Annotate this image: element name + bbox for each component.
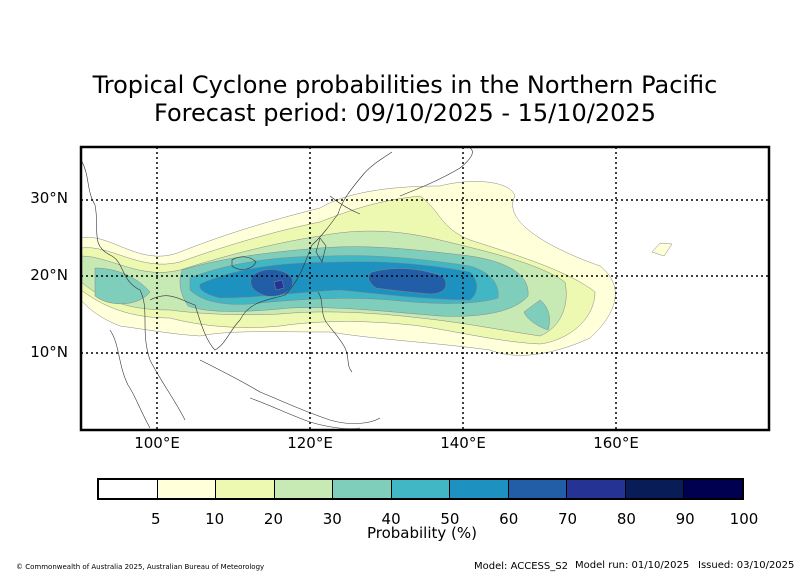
lat-label-20: 20°N: [30, 266, 68, 284]
colorbar-segment: [333, 480, 392, 498]
lon-label-120: 120°E: [287, 434, 333, 452]
colorbar-segment: [391, 480, 451, 498]
coastlines: [81, 147, 473, 430]
probability-contours: [81, 147, 769, 430]
colorbar-tick-label: 40: [381, 510, 401, 528]
colorbar-segment: [216, 480, 275, 498]
colorbar-segment: [157, 480, 217, 498]
colorbar-segment: [625, 480, 685, 498]
colorbar-segment: [99, 480, 158, 498]
colorbar-tick-label: 10: [205, 510, 225, 528]
lon-label-140: 140°E: [440, 434, 486, 452]
band-70-percent: [273, 279, 285, 291]
lon-label-100: 100°E: [134, 434, 180, 452]
colorbar-tick-label: 100: [729, 510, 759, 528]
colorbar-tick-label: 80: [616, 510, 636, 528]
colorbar-segment: [450, 480, 509, 498]
colorbar-segment: [508, 480, 568, 498]
lat-label-10: 10°N: [30, 343, 68, 361]
colorbar-tick-label: 60: [499, 510, 519, 528]
colorbar-segment: [274, 480, 334, 498]
colorbar-tick-label: 50: [440, 510, 460, 528]
copyright-text: © Commonwealth of Australia 2025, Austra…: [16, 563, 265, 571]
map-frame: [79, 145, 771, 432]
chart-title-line1: Tropical Cyclone probabilities in the No…: [92, 71, 718, 99]
gridlines: [81, 147, 769, 430]
issued-date: Issued: 03/10/2025: [698, 560, 795, 571]
colorbar-tick-label: 90: [675, 510, 695, 528]
lat-label-30: 30°N: [30, 189, 68, 207]
model-run-date: Model run: 01/10/2025: [575, 560, 690, 571]
model-name: Model: ACCESS_S2: [474, 561, 568, 572]
colorbar-label: Probability (%): [366, 524, 478, 542]
colorbar-tick-label: 5: [151, 510, 161, 528]
band-5-percent-east: [651, 242, 673, 257]
colorbar-tick-label: 30: [322, 510, 342, 528]
colorbar-tick-label: 20: [263, 510, 283, 528]
colorbar-segment: [684, 480, 743, 498]
colorbar-segment: [567, 480, 626, 498]
colorbar: [97, 478, 744, 500]
lon-label-160: 160°E: [593, 434, 639, 452]
chart-title-line2: Forecast period: 09/10/2025 - 15/10/2025: [154, 99, 656, 127]
colorbar-tick-label: 70: [557, 510, 578, 528]
